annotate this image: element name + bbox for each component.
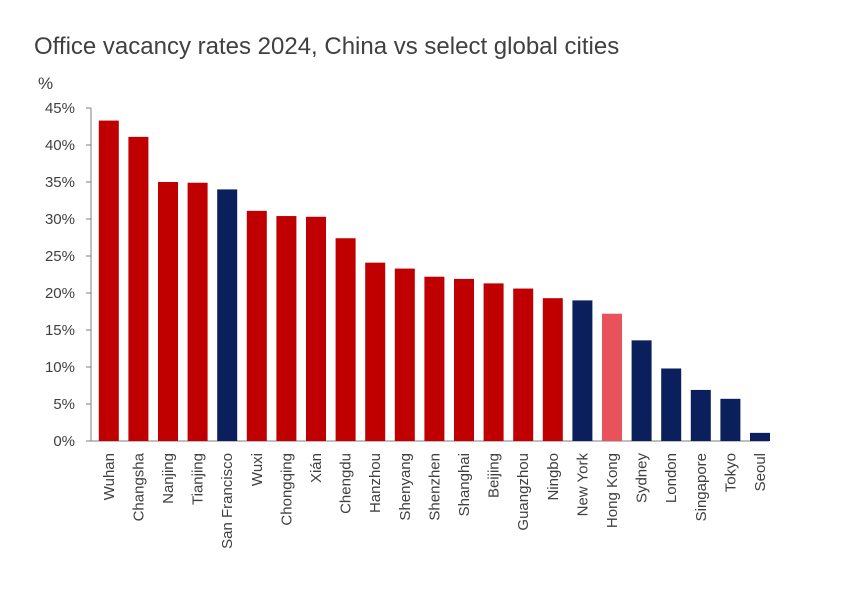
x-category-label: Nanjing xyxy=(160,453,177,504)
x-category-label: London xyxy=(663,453,680,503)
bar-seoul xyxy=(750,432,770,441)
bar-shanghai xyxy=(454,278,474,441)
x-category-label: Tokyo xyxy=(722,453,739,492)
x-category-label: Ningbo xyxy=(545,453,562,501)
x-category-label: San Francisco xyxy=(219,453,236,549)
bar-shenzhen xyxy=(424,276,445,441)
bar-london xyxy=(661,368,682,441)
y-tick-label: 5% xyxy=(53,396,75,413)
bar-sydney xyxy=(631,340,652,441)
x-category-label: Shenzhen xyxy=(426,453,443,521)
bar-ningbo xyxy=(542,298,563,441)
y-tick-label: 20% xyxy=(45,285,75,302)
y-tick-label: 30% xyxy=(45,211,75,228)
y-tick-label: 40% xyxy=(45,137,75,154)
bar-tokyo xyxy=(720,398,741,441)
x-category-label: Xián xyxy=(308,453,325,483)
y-tick-label: 15% xyxy=(45,322,75,339)
x-category-label: Hong Kong xyxy=(604,453,621,528)
bar-chengdu xyxy=(335,238,356,441)
x-category-label: Shanghai xyxy=(456,453,473,516)
bar-shenyang xyxy=(394,268,415,441)
bar-nanjing xyxy=(158,182,178,441)
bar-hanzhou xyxy=(365,262,386,441)
bar-beijing xyxy=(483,283,504,441)
bar-new-york xyxy=(572,300,593,441)
bar-san-francisco xyxy=(217,189,238,441)
bar-tianjing xyxy=(187,182,208,442)
x-category-label: Hanzhou xyxy=(367,453,384,513)
y-tick-label: 35% xyxy=(45,174,75,191)
x-category-label: Seoul xyxy=(752,453,769,491)
x-category-label: Chengdu xyxy=(338,453,355,514)
y-axis-unit-label: % xyxy=(38,74,53,93)
x-category-label: Shenyang xyxy=(397,453,414,521)
y-tick-label: 0% xyxy=(53,433,75,450)
bar-wuxi xyxy=(246,210,267,441)
bar-hong-kong xyxy=(602,313,622,441)
bar-guangzhou xyxy=(513,288,534,441)
x-category-label: Wuhan xyxy=(101,453,118,500)
x-category-label: New York xyxy=(574,453,591,517)
x-category-label: Chongqing xyxy=(278,453,295,526)
x-category-label: Tianjing xyxy=(190,453,207,505)
x-category-label: Changsha xyxy=(130,452,147,521)
bar-singapore xyxy=(690,389,711,441)
y-tick-label: 10% xyxy=(45,359,75,376)
y-tick-label: 45% xyxy=(45,100,75,117)
x-category-label: Singapore xyxy=(693,453,710,521)
x-category-label: Beijing xyxy=(486,453,503,498)
y-tick-label: 25% xyxy=(45,248,75,265)
bar-wuhan xyxy=(98,120,119,441)
bar-chongqing xyxy=(276,216,297,441)
chart-title: Office vacancy rates 2024, China vs sele… xyxy=(34,33,620,60)
bar-xián xyxy=(306,216,326,441)
x-category-label: Guangzhou xyxy=(515,453,532,531)
x-category-label: Wuxi xyxy=(249,453,266,486)
bar-changsha xyxy=(128,136,149,442)
x-category-label: Sydney xyxy=(634,453,651,504)
